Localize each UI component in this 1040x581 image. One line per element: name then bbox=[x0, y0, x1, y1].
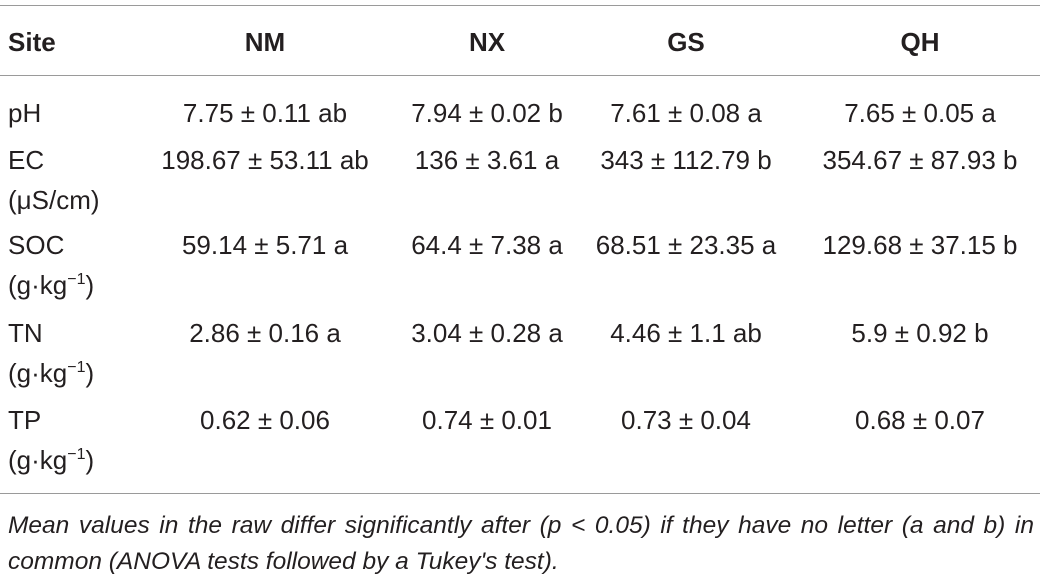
row-label: SOC (g·kg−1) bbox=[8, 225, 94, 305]
row-unit: (μS/cm) bbox=[8, 185, 100, 215]
top-rule bbox=[0, 5, 1040, 6]
row-label: pH bbox=[8, 93, 41, 133]
header-cell: NM bbox=[244, 27, 286, 57]
data-cell: 7.65 ± 0.05 a bbox=[844, 98, 996, 128]
header-rule bbox=[0, 75, 1040, 76]
data-cell: 7.75 ± 0.11 ab bbox=[182, 98, 348, 128]
row-unit: (g·kg bbox=[8, 270, 68, 300]
data-cell: 0.74 ± 0.01 bbox=[422, 405, 552, 435]
unit-close: ) bbox=[85, 445, 95, 475]
bottom-rule bbox=[0, 493, 1040, 494]
data-cell: 136 ± 3.61 a bbox=[414, 145, 560, 175]
data-cell: 343 ± 112.79 b bbox=[600, 145, 772, 175]
row-label: TN (g·kg−1) bbox=[8, 313, 94, 393]
row-name: TP bbox=[8, 405, 42, 435]
data-cell: 0.73 ± 0.04 bbox=[621, 405, 751, 435]
data-cell: 64.4 ± 7.38 a bbox=[411, 230, 563, 260]
data-cell: 0.62 ± 0.06 bbox=[200, 405, 330, 435]
row-unit: (g·kg bbox=[8, 358, 68, 388]
data-cell: 59.14 ± 5.71 a bbox=[181, 230, 349, 260]
row-label: EC (μS/cm) bbox=[8, 140, 100, 220]
header-cell: Site bbox=[8, 27, 56, 57]
header-cell: NX bbox=[468, 27, 506, 57]
data-cell: 129.68 ± 37.15 b bbox=[822, 230, 1018, 260]
data-cell: 7.61 ± 0.08 a bbox=[610, 98, 762, 128]
row-name: TN bbox=[8, 318, 43, 348]
footnote: Mean values in the raw differ significan… bbox=[8, 512, 1034, 575]
header-cell: QH bbox=[900, 27, 940, 57]
data-cell: 3.04 ± 0.28 a bbox=[411, 318, 563, 348]
unit-exponent: −1 bbox=[67, 271, 86, 288]
row-label: TP (g·kg−1) bbox=[8, 400, 94, 480]
data-cell: 354.67 ± 87.93 b bbox=[822, 145, 1018, 175]
row-name: pH bbox=[8, 98, 42, 128]
data-cell: 7.94 ± 0.02 b bbox=[411, 98, 563, 128]
data-cell: 4.46 ± 1.1 ab bbox=[610, 318, 762, 348]
unit-exponent: −1 bbox=[67, 446, 86, 463]
data-cell: 2.86 ± 0.16 a bbox=[189, 318, 341, 348]
unit-exponent: −1 bbox=[67, 359, 86, 376]
data-cell: 198.67 ± 53.11 ab bbox=[161, 145, 369, 175]
header-cell: GS bbox=[667, 27, 705, 57]
unit-close: ) bbox=[85, 358, 95, 388]
data-cell: 5.9 ± 0.92 b bbox=[851, 318, 989, 348]
unit-close: ) bbox=[85, 270, 95, 300]
row-name: EC bbox=[8, 145, 45, 175]
data-cell: 68.51 ± 23.35 a bbox=[595, 230, 777, 260]
data-cell: 0.68 ± 0.07 bbox=[855, 405, 985, 435]
row-name: SOC bbox=[8, 230, 65, 260]
row-unit: (g·kg bbox=[8, 445, 68, 475]
